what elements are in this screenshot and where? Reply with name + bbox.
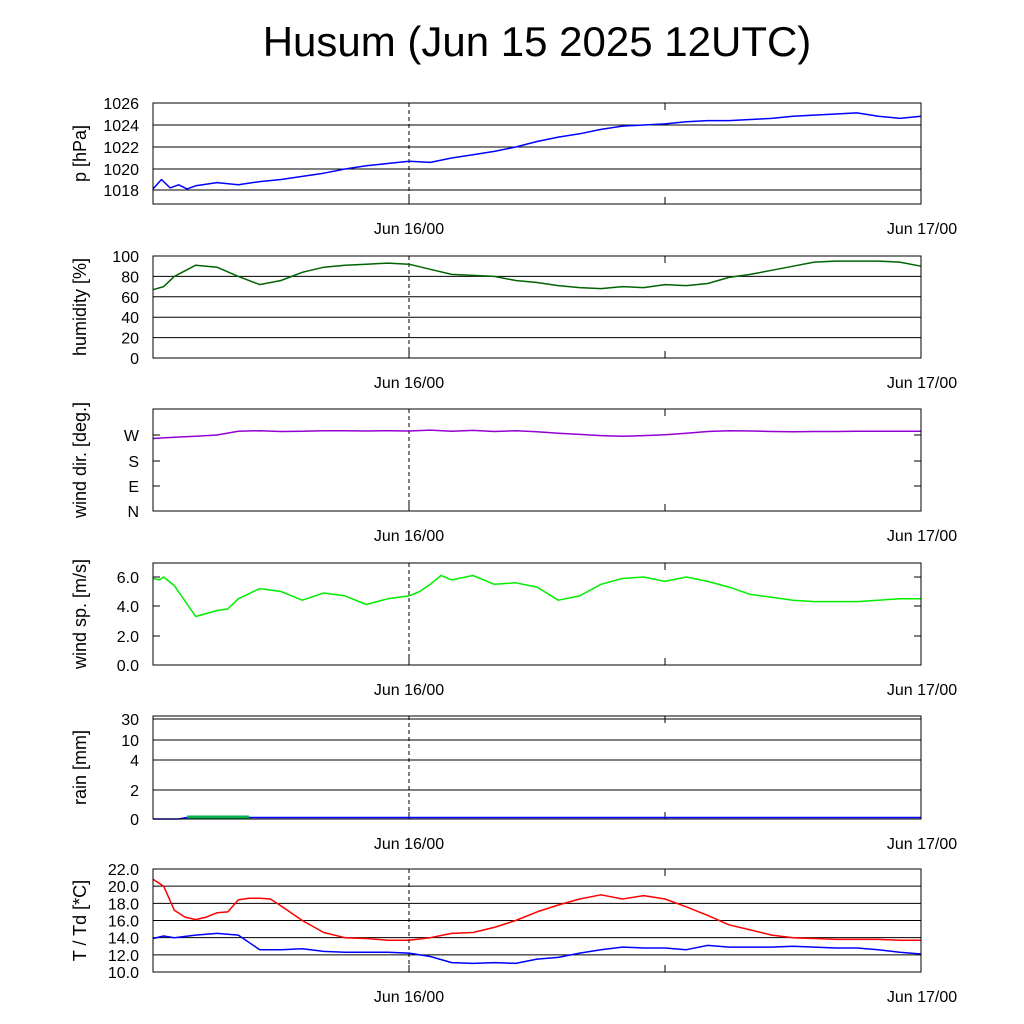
y-tick-label: 1018: [103, 183, 139, 200]
y-tick-label: 6.0: [117, 570, 139, 587]
series-line-temperature-1: [152, 932, 922, 965]
x-tick-label: Jun 16/00: [374, 989, 444, 1006]
y-tick-label: 100: [112, 249, 139, 266]
x-tick-label: Jun 17/00: [887, 682, 957, 699]
panel-humidity: 100 80 60 40 20 0 humidity [%] Jun 16/00 Jun 17/…: [70, 249, 957, 392]
x-tick-label: Jun 17/00: [887, 375, 957, 392]
y-tick-label: 10.0: [108, 965, 139, 982]
series-line-wind-speed-0: [152, 574, 921, 618]
y-tick-label: 4: [130, 753, 139, 770]
series-line-humidity-0: [152, 260, 922, 291]
x-tick-label: Jun 16/00: [374, 375, 444, 392]
y-axis-label: p [hPa]: [70, 125, 90, 182]
panel-pressure: 1026 1024 1022 1020 1018 p [hPa] Jun 16/00 Jun …: [70, 96, 957, 238]
y-tick-label: 1020: [103, 162, 139, 179]
plot-frame: [152, 102, 922, 205]
y-tick-label: 40: [121, 310, 139, 327]
y-tick-label: 1022: [103, 140, 139, 157]
plot-frame: [152, 562, 922, 666]
series-line-temperature-0: [152, 878, 921, 941]
y-tick-label: 22.0: [108, 862, 139, 879]
panel-rain: 30 10 4 2 0 rain [mm] Jun 16/00 Jun 17/00: [70, 712, 957, 853]
plot-frame: [152, 715, 922, 820]
y-tick-label: 80: [121, 269, 139, 286]
plot-frame: [152, 408, 922, 512]
y-tick-label: 20.0: [108, 879, 139, 896]
y-axis-label: rain [mm]: [70, 730, 90, 805]
y-tick-label: E: [128, 479, 139, 496]
y-axis-label: wind dir. [deg.]: [70, 402, 90, 519]
y-tick-label: 60: [121, 290, 139, 307]
x-tick-label: Jun 16/00: [374, 682, 444, 699]
y-tick-label: 2.0: [117, 629, 139, 646]
y-tick-label: 10: [121, 733, 139, 750]
y-tick-label: S: [128, 454, 139, 471]
y-tick-label: 0: [130, 351, 139, 368]
page-title: Husum (Jun 15 2025 12UTC): [262, 18, 812, 65]
y-tick-label: N: [127, 504, 139, 521]
x-tick-label: Jun 17/00: [887, 989, 957, 1006]
y-axis-label: wind sp. [m/s]: [70, 559, 90, 670]
plot-frame: [152, 868, 922, 973]
plot-frame: [152, 255, 922, 359]
series-line-wind-dir-0: [152, 429, 921, 440]
y-tick-label: 18.0: [108, 896, 139, 913]
panel-temperature: 22.020.018.016.014.012.010.0 T / Td [*C] J…: [70, 862, 957, 1006]
y-axis-label: T / Td [*C]: [70, 880, 90, 961]
y-tick-label: 14.0: [108, 931, 139, 948]
x-tick-label: Jun 17/00: [887, 528, 957, 545]
x-tick-label: Jun 16/00: [374, 221, 444, 238]
y-tick-label: 1024: [103, 118, 139, 135]
x-tick-label: Jun 17/00: [887, 836, 957, 853]
y-tick-label: W: [124, 428, 140, 445]
x-tick-label: Jun 16/00: [374, 836, 444, 853]
y-tick-label: 16.0: [108, 914, 139, 931]
y-tick-label: 20: [121, 331, 139, 348]
y-axis-label: humidity [%]: [70, 258, 90, 356]
y-tick-label: 1026: [103, 96, 139, 113]
y-tick-label: 30: [121, 712, 139, 729]
y-tick-label: 0.0: [117, 658, 139, 675]
y-tick-label: 2: [130, 783, 139, 800]
x-tick-label: Jun 16/00: [374, 528, 444, 545]
panel-wind-speed: 6.0 4.0 2.0 0.0 wind sp. [m/s] Jun 16/00 Jun 1…: [70, 559, 957, 699]
series-line-pressure-0: [152, 112, 922, 190]
y-tick-label: 0: [130, 812, 139, 829]
y-tick-label: 12.0: [108, 948, 139, 965]
x-tick-label: Jun 17/00: [887, 221, 957, 238]
y-tick-label: 4.0: [117, 599, 139, 616]
